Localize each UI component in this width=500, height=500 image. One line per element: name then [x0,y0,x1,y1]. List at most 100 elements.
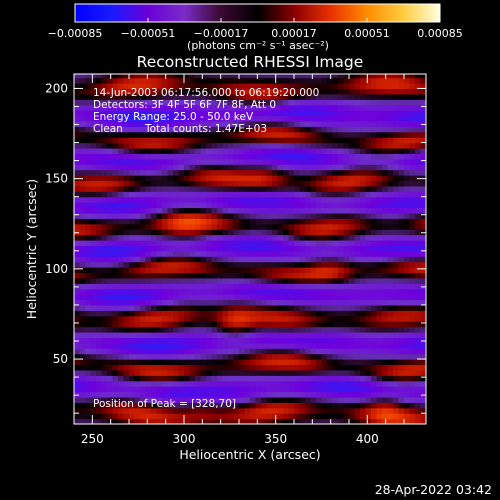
heatmap-cell [360,131,367,138]
heatmap-cell [101,126,108,133]
heatmap-cell [420,239,426,246]
heatmap-cell [134,77,141,84]
heatmap-cell [255,88,262,95]
heatmap-cell [90,229,97,236]
heatmap-cell [167,407,174,414]
heatmap-cell [222,272,229,279]
heatmap-cell [365,250,372,257]
heatmap-cell [123,359,130,366]
heatmap-cell [244,267,251,274]
heatmap-cell [409,288,416,295]
heatmap-cell [145,272,152,279]
heatmap-cell [112,223,119,230]
heatmap-cell [420,229,426,236]
heatmap-cell [195,348,202,355]
heatmap-cell [349,202,356,209]
heatmap-cell [327,250,334,257]
heatmap-cell [338,93,345,100]
heatmap-cell [365,239,372,246]
heatmap-cell [151,131,158,138]
heatmap-cell [167,234,174,241]
heatmap-cell [404,245,411,252]
heatmap-cell [217,283,224,290]
heatmap-cell [173,115,180,122]
heatmap-cell [371,369,378,376]
heatmap-cell [228,391,235,398]
heatmap-cell [244,120,251,127]
heatmap-cell [255,283,262,290]
heatmap-cell [173,272,180,279]
heatmap-cell [162,256,169,263]
heatmap-cell [112,185,119,192]
heatmap-cell [376,391,383,398]
heatmap-cell [167,180,174,187]
heatmap-cell [200,239,207,246]
heatmap-cell [261,315,268,322]
heatmap-cell [239,418,246,424]
heatmap-cell [299,115,306,122]
heatmap-cell [195,250,202,257]
heatmap-cell [101,359,108,366]
heatmap-cell [382,256,389,263]
heatmap-cell [134,99,141,106]
heatmap-cell [206,386,213,393]
heatmap-cell [96,386,103,393]
heatmap-cell [338,337,345,344]
heatmap-cell [244,77,251,84]
heatmap-cell [343,245,350,252]
heatmap-cell [162,283,169,290]
heatmap-cell [376,337,383,344]
heatmap-cell [266,391,273,398]
heatmap-cell [409,342,416,349]
heatmap-cell [90,77,97,84]
heatmap-cell [376,88,383,95]
heatmap-cell [189,180,196,187]
heatmap-cell [178,250,185,257]
heatmap-cell [305,180,312,187]
heatmap-cell [305,212,312,219]
heatmap-cell [371,110,378,117]
heatmap-cell [277,83,284,90]
heatmap-cell [151,93,158,100]
heatmap-cell [294,207,301,214]
heatmap-cell [239,169,246,176]
heatmap-cell [387,234,394,241]
heatmap-cell [250,202,257,209]
heatmap-cell [255,369,262,376]
heatmap-cell [140,304,147,311]
heatmap-cell [222,229,229,236]
heatmap-cell [332,310,339,317]
heatmap-cell [228,191,235,198]
heatmap-cell [79,185,86,192]
heatmap-cell [217,137,224,144]
heatmap-cell [244,402,251,409]
heatmap-cell [140,196,147,203]
heatmap-cell [129,267,136,274]
heatmap-cell [184,413,191,420]
heatmap-cell [387,196,394,203]
heatmap-cell [233,250,240,257]
heatmap-cell [360,380,367,387]
heatmap-cell [184,272,191,279]
heatmap-cell [272,380,279,387]
heatmap-cell [404,256,411,263]
annotation-clean: Clean [93,123,123,135]
heatmap-cell [200,310,207,317]
heatmap-cell [189,267,196,274]
heatmap-cell [261,250,268,257]
heatmap-cell [354,288,361,295]
heatmap-cell [90,234,97,241]
heatmap-cell [349,304,356,311]
heatmap-cell [145,77,152,84]
heatmap-cell [85,153,92,160]
heatmap-cell [376,256,383,263]
heatmap-cell [409,353,416,360]
heatmap-cell [123,83,130,90]
heatmap-cell [118,83,125,90]
heatmap-cell [167,77,174,84]
heatmap-cell [167,153,174,160]
heatmap-cell [244,304,251,311]
heatmap-cell [151,261,158,268]
heatmap-cell [409,158,416,165]
heatmap-cell [327,407,334,414]
